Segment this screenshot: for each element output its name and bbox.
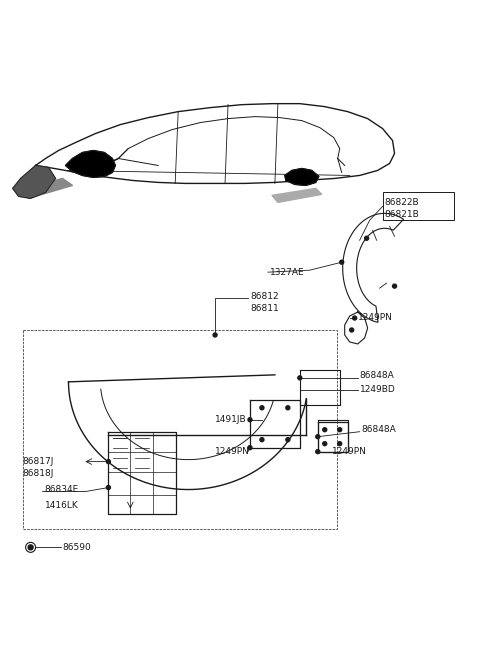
- Text: 86848A: 86848A: [360, 371, 395, 381]
- Circle shape: [350, 328, 354, 332]
- Text: 86818J: 86818J: [23, 469, 54, 478]
- Text: 86812: 86812: [250, 291, 278, 301]
- Circle shape: [248, 418, 252, 422]
- Bar: [383, 193, 455, 220]
- Circle shape: [393, 284, 396, 288]
- Circle shape: [365, 236, 369, 240]
- Circle shape: [213, 333, 217, 337]
- Polygon shape: [65, 151, 115, 178]
- Circle shape: [316, 449, 320, 454]
- Text: 86590: 86590: [62, 543, 91, 552]
- Circle shape: [338, 428, 342, 432]
- Text: 86817J: 86817J: [23, 457, 54, 466]
- Circle shape: [248, 445, 252, 449]
- Circle shape: [316, 435, 320, 439]
- Polygon shape: [272, 189, 322, 202]
- Circle shape: [323, 428, 327, 432]
- Circle shape: [107, 460, 110, 464]
- Circle shape: [353, 316, 357, 320]
- Text: 1249PN: 1249PN: [215, 447, 250, 456]
- Text: 1416LK: 1416LK: [45, 501, 78, 510]
- Bar: [23, 330, 336, 529]
- Circle shape: [323, 441, 327, 445]
- Circle shape: [107, 485, 110, 489]
- Circle shape: [28, 545, 33, 550]
- Polygon shape: [12, 166, 56, 198]
- Text: 86834E: 86834E: [45, 485, 79, 494]
- Text: 86821B: 86821B: [384, 210, 420, 219]
- Circle shape: [260, 406, 264, 410]
- Text: 86848A: 86848A: [361, 425, 396, 434]
- Text: 1491JB: 1491JB: [215, 415, 247, 424]
- Text: 1249BD: 1249BD: [360, 385, 396, 394]
- Circle shape: [286, 438, 290, 441]
- Text: 1249PN: 1249PN: [358, 312, 393, 322]
- Text: 86822B: 86822B: [384, 198, 419, 207]
- Circle shape: [298, 376, 302, 380]
- Text: 1327AE: 1327AE: [270, 268, 304, 276]
- Polygon shape: [285, 168, 319, 185]
- Circle shape: [286, 406, 290, 410]
- Text: 1249PN: 1249PN: [332, 447, 367, 456]
- Circle shape: [340, 260, 344, 264]
- Circle shape: [260, 438, 264, 441]
- Text: 86811: 86811: [250, 303, 279, 312]
- Circle shape: [338, 441, 342, 445]
- Polygon shape: [19, 178, 72, 198]
